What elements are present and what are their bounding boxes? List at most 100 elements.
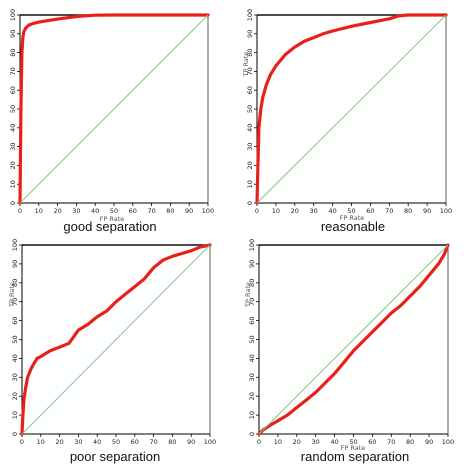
y-tick-label: 100 <box>9 9 17 21</box>
panel-caption: good separation <box>63 219 156 234</box>
y-axis-label: TP Rate <box>242 52 250 78</box>
panel-caption: reasonable <box>321 219 385 234</box>
x-tick-label: 70 <box>385 207 393 215</box>
y-tick-label: 70 <box>11 298 19 306</box>
y-tick-label: 50 <box>11 335 19 343</box>
roc-panel-4: 0 10 20 30 40 50 60 70 80 90 100 0 10 20 30 40 50 60 70 80 9… <box>244 239 454 464</box>
y-tick-label: 10 <box>248 411 256 419</box>
y-tick-label: 60 <box>248 316 256 324</box>
y-tick-label: 0 <box>9 201 17 205</box>
x-tick-label: 50 <box>110 207 118 215</box>
x-tick-label: 80 <box>166 207 174 215</box>
x-tick-label: 10 <box>274 438 282 446</box>
y-tick-label: 70 <box>248 298 256 306</box>
y-tick-label: 50 <box>9 105 17 113</box>
x-tick-label: 100 <box>442 438 454 446</box>
y-tick-label: 20 <box>9 161 17 169</box>
x-tick-label: 30 <box>312 438 320 446</box>
x-tick-label: 10 <box>35 207 43 215</box>
y-tick-label: 80 <box>11 279 19 287</box>
y-tick-label: 80 <box>9 48 17 56</box>
x-tick-label: 90 <box>185 207 193 215</box>
roc-curve-line <box>20 243 212 436</box>
random-diagonal-line <box>19 14 209 204</box>
random-diagonal-line <box>21 244 211 435</box>
x-axis-label: FP Rate <box>340 214 365 222</box>
roc-curve-line <box>255 13 448 205</box>
roc-panel-1: 0 10 20 30 40 50 60 70 80 90 100 0 10 20 30 40 50 60 70 80 9… <box>9 9 214 234</box>
y-tick-label: 100 <box>248 239 256 251</box>
y-tick-label: 0 <box>248 432 256 436</box>
y-tick-label: 0 <box>11 432 19 436</box>
x-tick-label: 100 <box>202 207 214 215</box>
x-tick-label: 50 <box>112 438 120 446</box>
y-tick-label: 90 <box>9 30 17 38</box>
y-tick-label: 70 <box>9 67 17 75</box>
y-tick-label: 20 <box>246 161 254 169</box>
x-tick-label: 10 <box>272 207 280 215</box>
y-tick-label: 30 <box>9 142 17 150</box>
y-tick-label: 60 <box>246 86 254 94</box>
x-tick-label: 50 <box>349 438 357 446</box>
y-tick-label: 60 <box>9 86 17 94</box>
x-tick-label: 90 <box>187 438 195 446</box>
y-tick-label: 90 <box>11 260 19 268</box>
roc-curve-line <box>18 13 210 205</box>
x-tick-label: 40 <box>93 438 101 446</box>
x-tick-label: 0 <box>257 438 261 446</box>
y-tick-label: 90 <box>248 260 256 268</box>
y-tick-label: 80 <box>246 48 254 56</box>
x-axis-label: FP Rate <box>341 444 366 452</box>
y-tick-label: 40 <box>248 354 256 362</box>
x-tick-label: 60 <box>131 438 139 446</box>
y-tick-label: 60 <box>11 316 19 324</box>
x-tick-label: 60 <box>366 207 374 215</box>
y-tick-label: 80 <box>248 279 256 287</box>
x-tick-label: 20 <box>291 207 299 215</box>
y-tick-label: 70 <box>246 67 254 75</box>
y-tick-label: 30 <box>11 373 19 381</box>
x-tick-label: 90 <box>423 207 431 215</box>
x-tick-label: 0 <box>18 207 22 215</box>
roc-curve-line <box>257 243 450 436</box>
x-tick-label: 80 <box>406 438 414 446</box>
x-tick-label: 10 <box>37 438 45 446</box>
y-tick-label: 40 <box>9 124 17 132</box>
x-tick-label: 60 <box>368 438 376 446</box>
x-tick-label: 0 <box>20 438 24 446</box>
y-tick-label: 100 <box>11 239 19 251</box>
x-tick-label: 70 <box>147 207 155 215</box>
x-tick-label: 40 <box>91 207 99 215</box>
y-tick-label: 10 <box>9 180 17 188</box>
roc-panel-3: 0 10 20 30 40 50 60 70 80 90 100 0 10 20 30 40 50 60 70 80 9… <box>8 239 216 464</box>
x-tick-label: 80 <box>404 207 412 215</box>
x-tick-label: 40 <box>328 207 336 215</box>
y-tick-label: 90 <box>246 30 254 38</box>
x-tick-label: 30 <box>74 438 82 446</box>
x-tick-label: 70 <box>387 438 395 446</box>
y-tick-label: 50 <box>246 105 254 113</box>
x-tick-label: 20 <box>55 438 63 446</box>
x-axis-label: FP Rate <box>100 215 125 223</box>
y-tick-label: 20 <box>11 392 19 400</box>
y-tick-label: 30 <box>246 142 254 150</box>
x-tick-label: 20 <box>53 207 61 215</box>
x-tick-label: 30 <box>72 207 80 215</box>
y-tick-label: 30 <box>248 373 256 381</box>
y-axis-label: TP Rate <box>8 282 16 308</box>
y-tick-label: 40 <box>246 124 254 132</box>
x-tick-label: 80 <box>168 438 176 446</box>
random-diagonal-line <box>256 14 447 204</box>
y-tick-label: 10 <box>246 180 254 188</box>
x-tick-label: 70 <box>149 438 157 446</box>
y-tick-label: 20 <box>248 392 256 400</box>
x-tick-label: 0 <box>255 207 259 215</box>
random-diagonal-line <box>258 244 449 435</box>
y-tick-label: 10 <box>11 411 19 419</box>
y-tick-label: 100 <box>246 9 254 21</box>
y-tick-label: 50 <box>248 335 256 343</box>
x-tick-label: 100 <box>204 438 216 446</box>
x-tick-label: 90 <box>425 438 433 446</box>
panel-caption: random separation <box>301 449 409 464</box>
